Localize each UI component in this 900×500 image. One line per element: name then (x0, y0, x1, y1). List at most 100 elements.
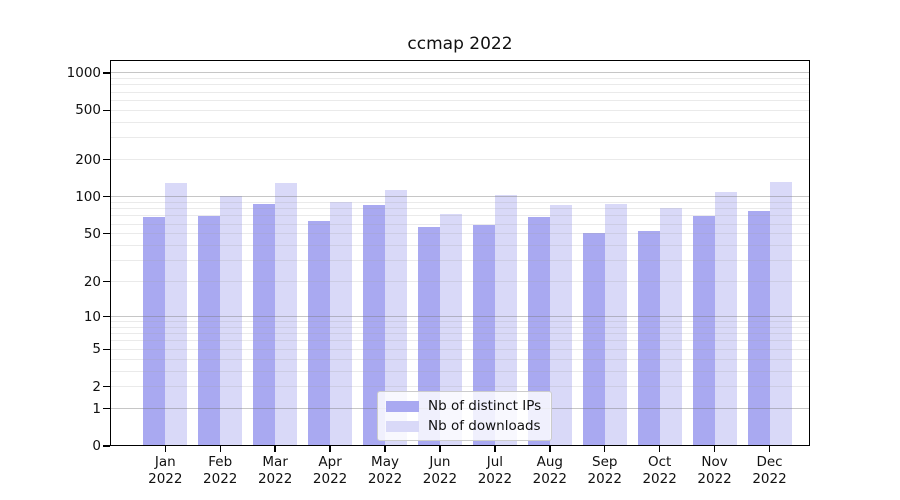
x-tick-label-jun: Jun 2022 (422, 454, 458, 487)
x-tick-oct (658, 446, 661, 452)
gridline-minor-600 (110, 99, 810, 101)
y-tick-label-200: 200 (75, 151, 101, 168)
y-tick-0 (103, 445, 110, 447)
gridline-minor-20 (110, 281, 810, 283)
bar-downloads-apr (330, 202, 353, 446)
gridline-minor-400 (110, 121, 810, 123)
y-tick-label-1000: 1000 (66, 64, 101, 81)
y-tick-label-5: 5 (92, 341, 101, 358)
x-tick-label-jan: Jan 2022 (148, 454, 183, 487)
legend: Nb of distinct IPs Nb of downloads (377, 391, 553, 441)
y-tick-5 (103, 348, 110, 350)
bar-distinct-ips-dec (747, 210, 770, 446)
y-tick-label-500: 500 (75, 102, 101, 119)
x-tick-nov (713, 446, 716, 452)
gridline-minor-800 (110, 84, 810, 86)
bar-downloads-jul (494, 194, 517, 446)
gridline-minor-9 (110, 321, 810, 323)
y-tick-20 (103, 280, 110, 283)
bar-distinct-ips-jan (143, 217, 166, 446)
bar-distinct-ips-feb (198, 215, 221, 446)
y-tick-label-50: 50 (83, 225, 101, 242)
x-tick-label-feb: Feb 2022 (203, 454, 238, 487)
x-tick-dec (768, 446, 771, 452)
bar-distinct-ips-mar (253, 204, 276, 446)
bar-distinct-ips-jul (472, 224, 495, 446)
x-tick-may (384, 446, 386, 452)
gridline-minor-30 (110, 260, 810, 262)
y-tick-10 (103, 315, 110, 318)
legend-label-distinct-ips: Nb of distinct IPs (428, 398, 542, 414)
bar-downloads-sep (604, 204, 627, 446)
y-tick-1 (103, 407, 110, 410)
y-tick-label-20: 20 (83, 273, 101, 290)
legend-label-downloads: Nb of downloads (428, 418, 541, 434)
x-tick-jan (164, 446, 166, 452)
bar-downloads-feb (220, 196, 243, 446)
gridline-minor-50 (110, 233, 810, 235)
gridline-major-10 (110, 316, 810, 317)
gridline-minor-900 (110, 78, 810, 80)
gridline-minor-80 (110, 208, 810, 210)
bar-downloads-aug (549, 205, 572, 446)
bar-downloads-jan (165, 182, 188, 446)
y-tick-500 (103, 109, 110, 111)
x-tick-mar (274, 446, 276, 452)
x-tick-feb (219, 446, 221, 452)
bar-distinct-ips-aug (527, 216, 550, 446)
bar-distinct-ips-apr (308, 221, 331, 446)
y-tick-1000 (103, 72, 110, 74)
x-tick-jun (439, 446, 441, 452)
x-tick-label-dec: Dec 2022 (752, 454, 787, 487)
bar-distinct-ips-sep (582, 232, 605, 446)
legend-item-distinct-ips: Nb of distinct IPs (386, 398, 541, 414)
gridline-minor-70 (110, 215, 810, 217)
gridline-minor-700 (110, 91, 810, 93)
y-tick-label-2: 2 (92, 378, 101, 395)
legend-item-downloads: Nb of downloads (386, 418, 541, 434)
x-tick-label-oct: Oct 2022 (642, 454, 677, 487)
gridline-major-1000 (110, 72, 810, 74)
legend-swatch-distinct-ips (386, 400, 419, 412)
y-tick-100 (103, 196, 110, 198)
bar-downloads-jun (439, 214, 462, 446)
bar-downloads-dec (769, 181, 792, 446)
x-tick-label-mar: Mar 2022 (257, 454, 293, 487)
y-tick-50 (103, 232, 110, 235)
gridline-minor-6 (110, 340, 810, 342)
x-tick-label-sep: Sep 2022 (587, 454, 622, 487)
bar-downloads-nov (714, 191, 737, 446)
chart-title: ccmap 2022 (407, 34, 513, 54)
gridline-minor-200 (110, 159, 810, 161)
y-tick-label-100: 100 (75, 188, 101, 205)
gridline-minor-60 (110, 223, 810, 225)
gridline-minor-5 (110, 348, 810, 350)
x-tick-label-jul: Jul 2022 (477, 454, 513, 487)
legend-swatch-downloads (386, 420, 419, 432)
gridline-minor-40 (110, 244, 810, 246)
gridline-minor-2 (110, 386, 810, 388)
y-tick-label-0: 0 (92, 438, 101, 454)
x-tick-aug (549, 446, 551, 452)
y-tick-label-10: 10 (83, 308, 101, 325)
x-tick-label-aug: Aug 2022 (532, 454, 567, 487)
gridline-minor-90 (110, 201, 810, 203)
x-tick-label-nov: Nov 2022 (697, 454, 732, 487)
gridline-major-100 (110, 196, 810, 198)
gridline-minor-7 (110, 333, 810, 335)
bar-downloads-mar (275, 182, 298, 446)
y-tick-2 (103, 385, 110, 388)
x-tick-jul (494, 446, 496, 452)
y-tick-200 (103, 158, 110, 161)
bar-distinct-ips-oct (637, 230, 660, 446)
bar-downloads-oct (659, 208, 682, 446)
gridline-minor-8 (110, 326, 810, 328)
bar-distinct-ips-nov (692, 215, 715, 446)
y-tick-label-1: 1 (92, 400, 101, 417)
x-tick-label-apr: Apr 2022 (312, 454, 348, 487)
gridline-minor-500 (110, 109, 810, 111)
bar-distinct-ips-may (363, 205, 386, 446)
x-tick-sep (604, 446, 606, 452)
gridline-minor-4 (110, 358, 810, 360)
